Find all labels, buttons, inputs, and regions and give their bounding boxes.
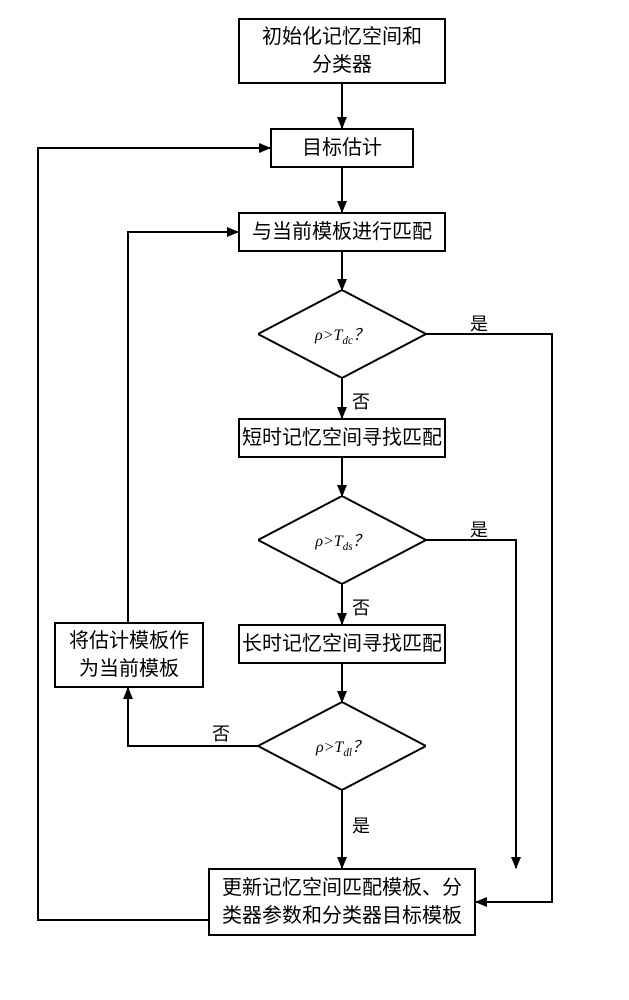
edge-label-d2-no: 否 [352, 594, 370, 620]
decision-dl: ρ>Tdl？ [258, 702, 426, 790]
node-set-current: 将估计模板作为当前模板 [54, 622, 204, 688]
node-init: 初始化记忆空间和分类器 [238, 18, 446, 84]
node-short-term: 短时记忆空间寻找匹配 [238, 418, 446, 458]
decision-ds-label: ρ>Tds？ [315, 527, 368, 553]
node-match-current: 与当前模板进行匹配 [238, 212, 446, 252]
edge-label-d3-no: 否 [212, 720, 230, 746]
decision-ds: ρ>Tds？ [258, 496, 426, 584]
edge-label-d1-no: 否 [352, 388, 370, 414]
edge-label-d3-yes: 是 [352, 812, 370, 838]
node-target-estimate: 目标估计 [270, 128, 414, 168]
decision-dc-label: ρ>Tdc？ [315, 321, 369, 347]
edge-label-d2-yes: 是 [470, 516, 488, 542]
decision-dc: ρ>Tdc？ [258, 290, 426, 378]
decision-dl-label: ρ>Tdl？ [316, 733, 368, 759]
node-long-term: 长时记忆空间寻找匹配 [238, 624, 446, 664]
edge-label-d1-yes: 是 [470, 310, 488, 336]
node-update: 更新记忆空间匹配模板、分类器参数和分类器目标模板 [208, 868, 476, 936]
